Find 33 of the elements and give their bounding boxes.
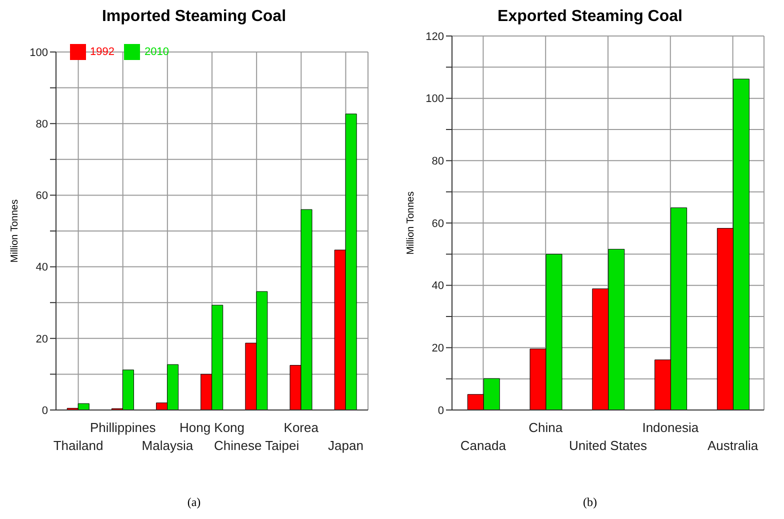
text: (b) xyxy=(582,495,598,510)
y-tick-label: 100 xyxy=(426,93,444,106)
y-tick-label: 100 xyxy=(30,46,48,59)
x-tick-label: United States xyxy=(568,438,648,453)
y-axis-title: Million Tonnes xyxy=(406,191,417,255)
x-tick-label: Thailand xyxy=(53,438,104,453)
text: (a) xyxy=(186,495,202,510)
x-tick-label: Korea xyxy=(284,420,320,435)
y-tick-label: 20 xyxy=(36,333,48,346)
x-tick-label: Indonesia xyxy=(642,420,700,435)
y-tick-label: 20 xyxy=(432,342,444,355)
chart-title: Exported Steaming Coal xyxy=(496,8,684,26)
x-tick-label: Phillippines xyxy=(90,420,156,435)
x-tick-label: China xyxy=(528,420,564,435)
y-tick-label: 0 xyxy=(42,404,48,417)
x-tick-label: Canada xyxy=(460,438,507,453)
y-tick-label: 60 xyxy=(36,190,48,202)
chart-title: Imported Steaming Coal xyxy=(100,8,288,26)
x-tick-label: Chinese Taipei xyxy=(214,438,300,453)
y-axis-title: Million Tonnes xyxy=(10,199,21,263)
x-tick-label: Malaysia xyxy=(142,438,194,453)
x-tick-label: Australia xyxy=(708,438,759,453)
y-tick-label: 0 xyxy=(438,404,444,417)
legend-label: 1992 xyxy=(90,46,114,58)
y-tick-label: 80 xyxy=(432,156,444,168)
y-tick-label: 80 xyxy=(36,118,48,131)
y-tick-label: 40 xyxy=(432,280,444,292)
x-tick-label: Hong Kong xyxy=(179,420,245,435)
y-tick-label: 120 xyxy=(426,30,444,43)
legend-label: 2010 xyxy=(144,46,169,58)
y-tick-label: 40 xyxy=(36,262,48,274)
y-tick-label: 60 xyxy=(432,218,444,230)
x-tick-label: Japan xyxy=(328,438,364,453)
